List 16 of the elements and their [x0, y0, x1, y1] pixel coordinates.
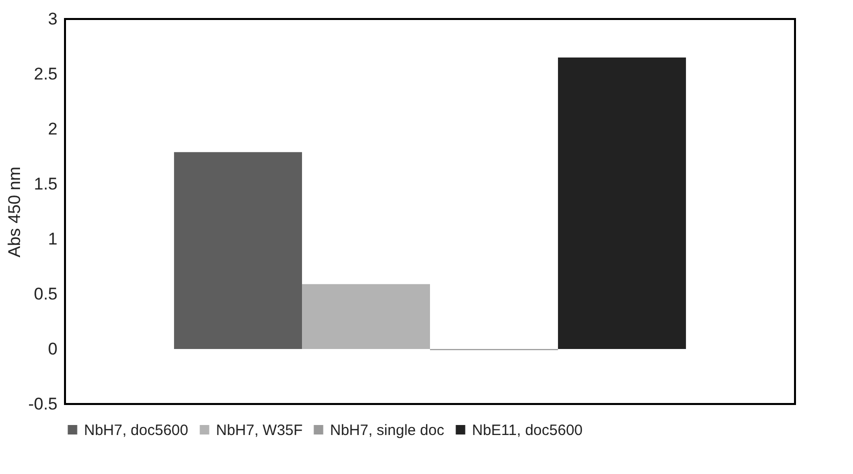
y-tick-label: 3: [48, 10, 58, 28]
y-tick-label: 2: [48, 120, 58, 138]
y-tick-label: 1.5: [34, 174, 58, 194]
bar: [558, 58, 686, 349]
legend-label: NbE11, doc5600: [472, 422, 583, 439]
y-tick-label: 0: [48, 340, 58, 358]
y-tick-label: 1: [48, 230, 58, 248]
y-tick-label: -0.5: [28, 394, 58, 414]
bar: [302, 284, 430, 349]
legend-label: NbH7, W35F: [216, 422, 303, 439]
y-axis-title: Abs 450 nm: [5, 166, 24, 258]
y-tick-label: 0.5: [34, 284, 58, 304]
legend-label: NbH7, single doc: [330, 422, 445, 439]
y-tick-label: 2.5: [34, 64, 58, 84]
bar: [174, 152, 302, 349]
legend-label: NbH7, doc5600: [84, 422, 188, 439]
